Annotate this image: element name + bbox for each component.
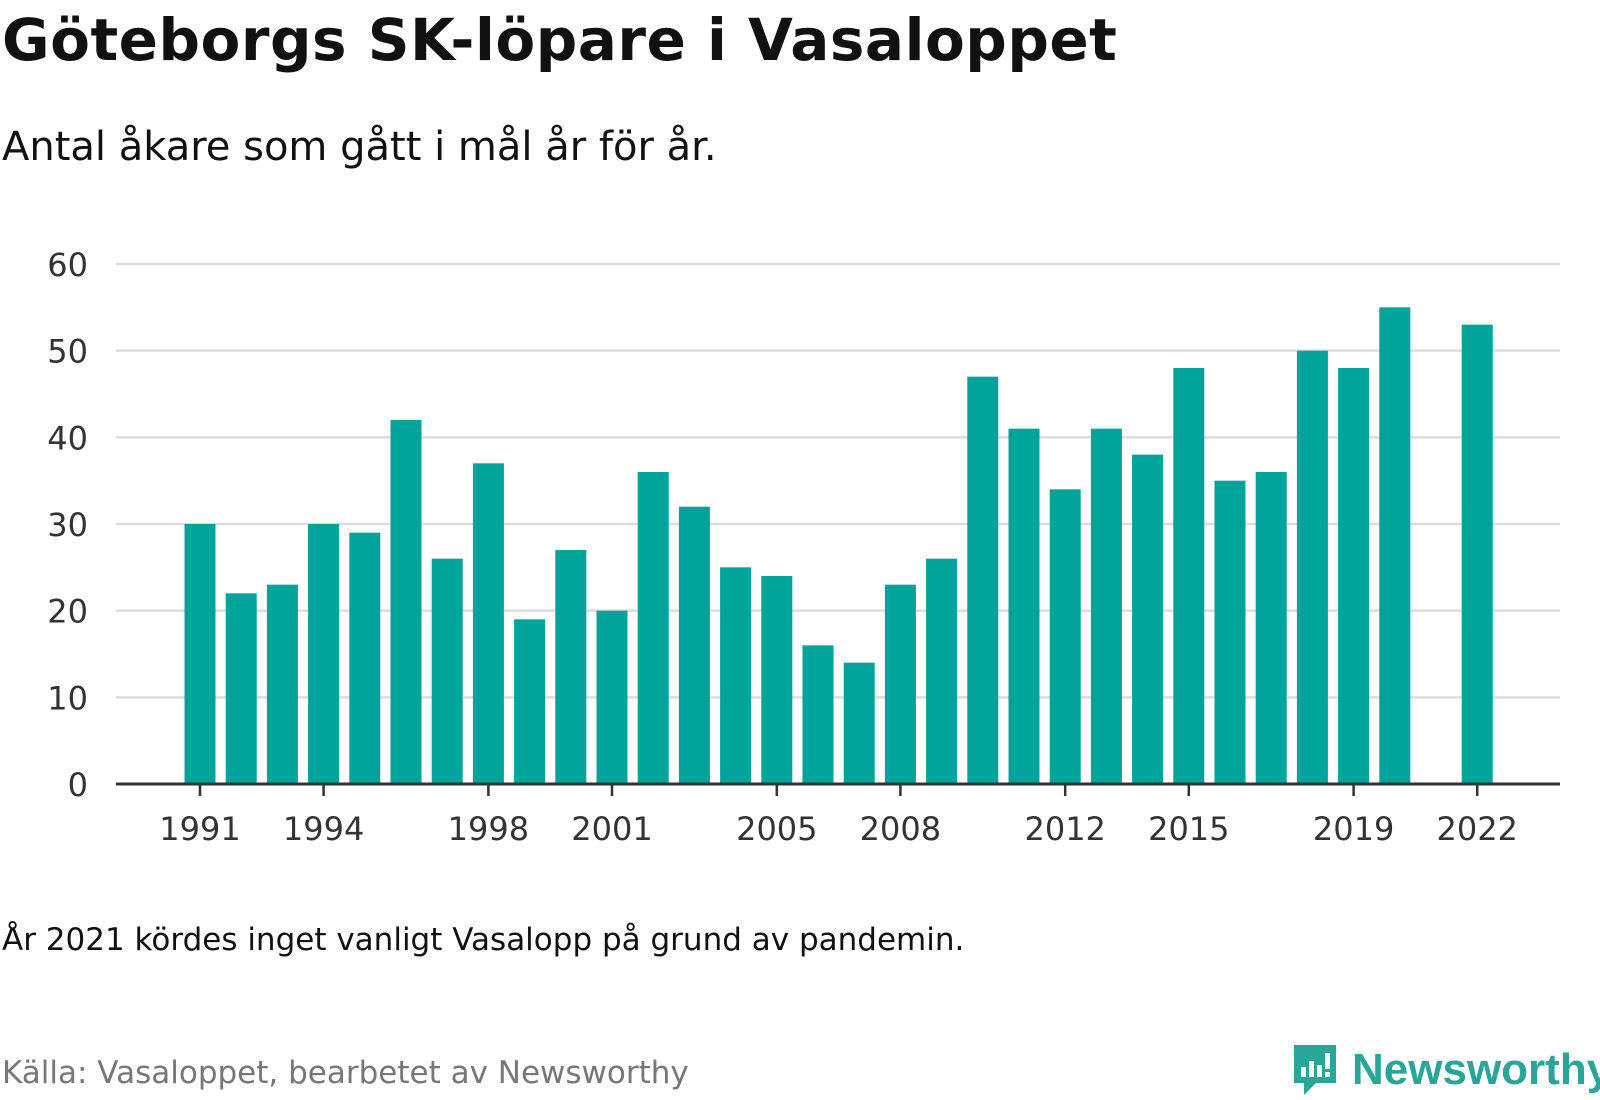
- source-text: Källa: Vasaloppet, bearbetet av Newswort…: [2, 1055, 689, 1091]
- y-tick-label: 0: [68, 766, 88, 804]
- x-tick-label: 2008: [860, 810, 941, 848]
- y-tick-label: 60: [47, 246, 88, 284]
- axes: 0 10 20 30 40 50 60 1991 1994 1998 2001 2005 2008 201…: [47, 246, 1560, 848]
- bar-1992: [225, 593, 257, 784]
- chart-title: Göteborgs SK-löpare i Vasaloppet: [2, 6, 1118, 74]
- x-tick-label: 2015: [1148, 810, 1229, 848]
- bar-1995: [349, 532, 381, 784]
- bar-2014: [1132, 454, 1164, 784]
- bar-1993: [266, 584, 298, 784]
- bar-1999: [514, 619, 546, 784]
- y-tick-label: 20: [47, 593, 88, 631]
- bar-2016: [1214, 480, 1246, 784]
- bar-2010: [967, 376, 999, 784]
- bar-2012: [1049, 489, 1081, 784]
- newsworthy-logo-icon: [1294, 1045, 1336, 1095]
- bar-1994: [308, 524, 340, 784]
- bar-2001: [596, 610, 628, 784]
- x-tick-label: 2019: [1313, 810, 1394, 848]
- chart-note: År 2021 kördes inget vanligt Vasalopp på…: [2, 922, 965, 958]
- x-tick-label: 1998: [448, 810, 529, 848]
- x-tick-label: 2001: [571, 810, 652, 848]
- bar-2004: [720, 567, 752, 784]
- bar-2009: [926, 558, 958, 784]
- bar-2019: [1338, 368, 1370, 784]
- x-tick-label: 1994: [283, 810, 364, 848]
- x-tick-label: 2022: [1436, 810, 1517, 848]
- bar-2002: [637, 472, 669, 784]
- newsworthy-logo: Newsworthy: [1290, 1040, 1600, 1100]
- bar-1998: [472, 463, 504, 784]
- bar-1996: [390, 420, 422, 784]
- y-tick-label: 30: [47, 506, 88, 544]
- y-tick-label: 10: [47, 679, 88, 717]
- bar-2015: [1173, 368, 1205, 784]
- bar-2005: [761, 576, 793, 784]
- x-tick-label: 2012: [1024, 810, 1105, 848]
- bar-2013: [1090, 428, 1122, 784]
- bar-chart: 0 10 20 30 40 50 60 1991 1994 1998 2001 2005 2008 201…: [47, 246, 1560, 848]
- bar-2008: [884, 584, 916, 784]
- bar-1997: [431, 558, 463, 784]
- bar-2006: [802, 645, 834, 784]
- y-tick-label: 50: [47, 333, 88, 371]
- bar-2003: [678, 506, 710, 784]
- bar-2022: [1461, 324, 1493, 784]
- x-tick-label: 2005: [736, 810, 817, 848]
- bar-2017: [1255, 472, 1287, 784]
- bar-2007: [843, 662, 875, 784]
- y-tick-label: 40: [47, 419, 88, 457]
- bar-1991: [184, 524, 216, 784]
- logo-text: Newsworthy: [1352, 1045, 1600, 1094]
- bar-2011: [1008, 428, 1040, 784]
- x-tick-label: 1991: [159, 810, 240, 848]
- bar-2020: [1379, 307, 1411, 784]
- bar-2018: [1296, 350, 1328, 784]
- bars: [184, 307, 1493, 784]
- bar-2000: [555, 550, 587, 784]
- chart-subtitle: Antal åkare som gått i mål år för år.: [2, 124, 717, 170]
